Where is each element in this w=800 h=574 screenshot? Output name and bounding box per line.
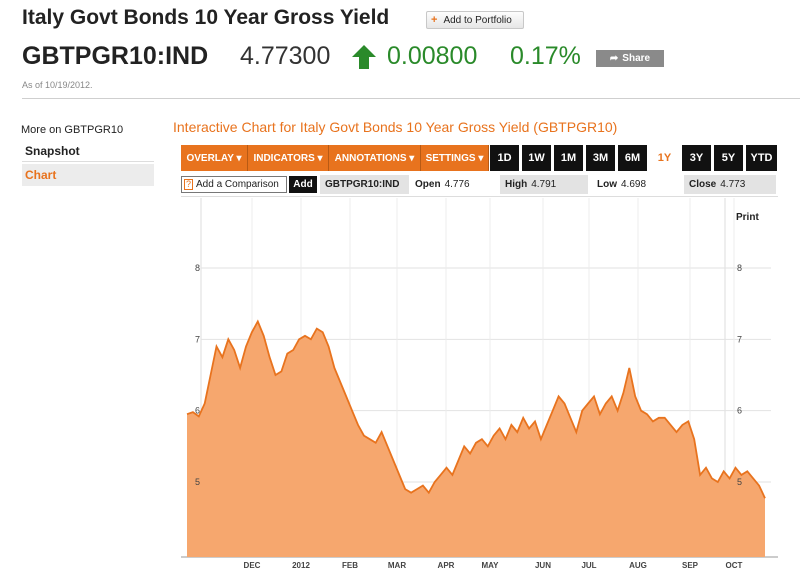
y-tick-label-left: 5 bbox=[195, 477, 200, 487]
indicators-menu-button[interactable]: INDICATORS ▾ bbox=[248, 145, 329, 171]
overlay-menu-button[interactable]: OVERLAY ▾ bbox=[181, 145, 248, 171]
add-comparison-input[interactable]: ? Add a Comparison bbox=[181, 176, 287, 193]
x-tick-label: JUL bbox=[581, 561, 596, 570]
close-label: Close bbox=[689, 179, 717, 190]
x-tick-label: APR bbox=[438, 561, 455, 570]
close-stat: Close 4.773 bbox=[684, 175, 776, 194]
high-stat: High 4.791 bbox=[500, 175, 588, 194]
range-6m-button[interactable]: 6M bbox=[618, 145, 647, 171]
chart-heading: Interactive Chart for Italy Govt Bonds 1… bbox=[173, 119, 618, 135]
annotations-menu-button[interactable]: ANNOTATIONS ▾ bbox=[329, 145, 421, 171]
as-of-date: As of 10/19/2012. bbox=[22, 80, 93, 90]
help-icon: ? bbox=[184, 179, 194, 190]
plus-icon: + bbox=[431, 14, 438, 26]
y-tick-label-right: 8 bbox=[737, 263, 742, 273]
share-button[interactable]: ➦ Share bbox=[596, 50, 664, 67]
page-title: Italy Govt Bonds 10 Year Gross Yield bbox=[22, 6, 390, 29]
x-tick-label: MAY bbox=[481, 561, 499, 570]
y-tick-label-right: 6 bbox=[737, 406, 742, 416]
yield-area-fill bbox=[187, 321, 765, 557]
settings-menu-button[interactable]: SETTINGS ▾ bbox=[421, 145, 489, 171]
low-stat: Low 4.698 bbox=[592, 175, 680, 194]
range-3m-button[interactable]: 3M bbox=[586, 145, 615, 171]
up-arrow-icon bbox=[352, 45, 376, 69]
share-label: Share bbox=[622, 53, 651, 64]
yield-line bbox=[186, 319, 766, 499]
x-tick-label: OCT bbox=[726, 561, 743, 570]
add-to-portfolio-label: Add to Portfolio bbox=[443, 14, 512, 26]
low-value: 4.698 bbox=[621, 179, 647, 190]
y-tick-label-right: 7 bbox=[737, 334, 742, 344]
add-comparison-button[interactable]: Add bbox=[289, 176, 317, 193]
x-tick-label: MAR bbox=[388, 561, 406, 570]
range-ytd-button[interactable]: YTD bbox=[746, 145, 777, 171]
price-change-percent: 0.17% bbox=[510, 42, 581, 70]
x-tick-label: SEP bbox=[682, 561, 699, 570]
axis-labels: 5 5 6 6 7 7 8 8 DEC 2012 FEB MAR APR MAY JUN JUL AUG SEP O… bbox=[195, 263, 743, 570]
print-link[interactable]: Print bbox=[736, 212, 759, 223]
y-tick-label-right: 5 bbox=[737, 477, 742, 487]
sidebar-item-chart[interactable]: Chart bbox=[22, 164, 154, 186]
y-tick-label-left: 7 bbox=[195, 334, 200, 344]
open-stat: Open 4.776 bbox=[410, 175, 500, 194]
symbol-value: GBTPGR10:IND bbox=[325, 179, 400, 190]
symbol-label: GBTPGR10:IND bbox=[320, 175, 409, 194]
y-tick-label-left: 8 bbox=[195, 263, 200, 273]
share-arrow-icon: ➦ bbox=[609, 53, 619, 64]
range-1w-button[interactable]: 1W bbox=[522, 145, 551, 171]
open-label: Open bbox=[415, 179, 441, 190]
sidebar-heading: More on GBTPGR10 bbox=[21, 124, 124, 136]
open-value: 4.776 bbox=[444, 179, 470, 190]
range-1d-button[interactable]: 1D bbox=[490, 145, 519, 171]
high-label: High bbox=[505, 179, 528, 190]
yield-chart[interactable]: Print 5 5 6 6 7 7 8 8 DEC 2012 FEB MAR APR MAY JUN JUL A… bbox=[181, 196, 778, 574]
high-value: 4.791 bbox=[531, 179, 557, 190]
range-5y-button[interactable]: 5Y bbox=[714, 145, 743, 171]
price-change: 0.00800 bbox=[387, 42, 478, 70]
header-divider bbox=[22, 98, 800, 99]
range-3y-button[interactable]: 3Y bbox=[682, 145, 711, 171]
x-tick-label: FEB bbox=[342, 561, 358, 570]
x-tick-label: 2012 bbox=[292, 561, 310, 570]
x-tick-label: DEC bbox=[244, 561, 261, 570]
low-label: Low bbox=[597, 179, 617, 190]
y-tick-label-left: 6 bbox=[195, 406, 200, 416]
add-to-portfolio-button[interactable]: + Add to Portfolio bbox=[426, 11, 524, 29]
series-area bbox=[186, 319, 766, 557]
sidebar-item-snapshot[interactable]: Snapshot bbox=[22, 140, 154, 162]
x-tick-label: JUN bbox=[535, 561, 551, 570]
range-1y-button[interactable]: 1Y bbox=[650, 145, 679, 171]
close-value: 4.773 bbox=[720, 179, 746, 190]
x-tick-label: AUG bbox=[629, 561, 647, 570]
ticker-symbol: GBTPGR10:IND bbox=[22, 42, 209, 70]
price-value: 4.77300 bbox=[240, 42, 331, 70]
add-comparison-label: Add a Comparison bbox=[196, 179, 279, 190]
range-1m-button[interactable]: 1M bbox=[554, 145, 583, 171]
